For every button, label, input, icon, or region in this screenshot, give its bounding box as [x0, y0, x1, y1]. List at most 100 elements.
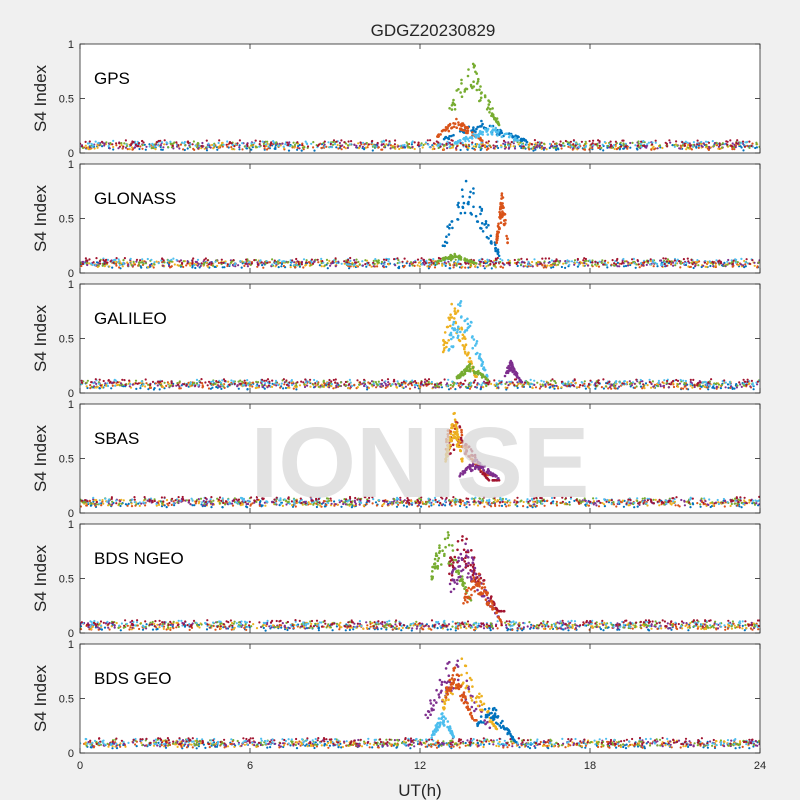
- data-point: [534, 500, 537, 503]
- data-point: [481, 230, 485, 233]
- data-point: [585, 262, 588, 265]
- data-point: [602, 263, 605, 266]
- data-point: [573, 499, 576, 502]
- data-point: [397, 267, 401, 270]
- data-point: [89, 384, 92, 387]
- data-point: [622, 505, 626, 508]
- data-point: [594, 143, 598, 146]
- data-point: [545, 266, 548, 269]
- data-point: [594, 260, 597, 263]
- data-point: [551, 384, 554, 387]
- data-point: [423, 381, 426, 384]
- data-point: [476, 125, 480, 129]
- data-point: [349, 263, 352, 266]
- data-point: [516, 376, 520, 379]
- data-point: [107, 379, 110, 382]
- data-point: [479, 388, 482, 391]
- data-point: [340, 139, 343, 142]
- data-point: [473, 381, 476, 384]
- data-point: [533, 379, 536, 382]
- data-point: [679, 378, 682, 382]
- data-point: [751, 383, 754, 386]
- data-point: [138, 504, 141, 507]
- data-point: [239, 504, 242, 507]
- data-point: [139, 384, 142, 387]
- data-point: [444, 504, 447, 507]
- data-point: [658, 144, 662, 147]
- data-point: [692, 143, 695, 147]
- data-point: [594, 384, 597, 387]
- data-point: [87, 147, 90, 150]
- data-point: [475, 145, 478, 148]
- data-point: [472, 365, 475, 369]
- data-point: [193, 264, 196, 267]
- data-point: [293, 261, 296, 264]
- data-point: [680, 387, 683, 390]
- data-point: [410, 382, 413, 385]
- data-point: [274, 379, 278, 382]
- data-point: [671, 144, 674, 147]
- data-point: [513, 147, 517, 150]
- data-point: [590, 143, 593, 146]
- data-point: [663, 262, 666, 266]
- data-point: [130, 502, 133, 505]
- data-point: [401, 260, 404, 263]
- data-point: [709, 505, 712, 509]
- data-point: [503, 147, 507, 150]
- data-point: [464, 319, 467, 322]
- data-point: [292, 141, 295, 144]
- data-point: [219, 385, 222, 388]
- data-point: [327, 383, 330, 386]
- data-point: [86, 263, 89, 267]
- data-point: [482, 264, 485, 268]
- data-point: [711, 260, 714, 263]
- data-point: [216, 386, 219, 389]
- data-point: [542, 380, 545, 383]
- data-point: [176, 264, 179, 267]
- data-point: [750, 379, 754, 382]
- data-point: [448, 347, 451, 351]
- data-point: [626, 264, 630, 267]
- data-point: [471, 131, 474, 134]
- data-point: [312, 141, 315, 144]
- data-point: [355, 264, 358, 267]
- data-point: [357, 147, 361, 150]
- data-point: [471, 147, 474, 150]
- data-point: [395, 505, 399, 508]
- data-point: [428, 263, 431, 266]
- data-point: [467, 202, 470, 206]
- data-point: [459, 258, 463, 261]
- data-point: [468, 324, 472, 328]
- data-point: [739, 142, 742, 145]
- data-point: [460, 82, 463, 85]
- data-point: [448, 223, 452, 226]
- data-point: [481, 374, 485, 378]
- y-axis-label: S4 Index: [31, 64, 50, 132]
- data-point: [587, 386, 590, 389]
- data-point: [552, 140, 555, 143]
- data-point: [179, 143, 182, 146]
- data-point: [492, 147, 495, 150]
- data-point: [207, 142, 210, 145]
- data-point: [469, 190, 472, 194]
- data-point: [704, 265, 707, 268]
- data-point: [199, 264, 202, 267]
- data-point: [468, 368, 472, 371]
- data-point: [755, 143, 758, 146]
- data-point: [261, 264, 264, 267]
- data-point: [149, 383, 152, 386]
- data-point: [266, 261, 269, 264]
- data-point: [353, 259, 356, 262]
- data-point: [182, 260, 185, 263]
- data-point: [446, 257, 449, 260]
- data-point: [505, 132, 509, 135]
- data-point: [522, 145, 525, 148]
- data-point: [640, 145, 643, 149]
- data-point: [631, 141, 634, 144]
- data-point: [465, 328, 469, 332]
- data-point: [100, 502, 103, 505]
- data-point: [123, 257, 126, 260]
- data-point: [117, 260, 120, 263]
- data-point: [587, 504, 591, 507]
